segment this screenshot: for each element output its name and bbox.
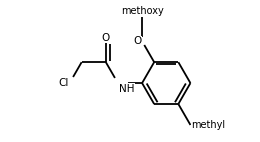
- Text: Cl: Cl: [58, 78, 69, 88]
- Text: methyl: methyl: [191, 120, 226, 130]
- Text: O: O: [133, 36, 141, 46]
- Text: O: O: [102, 33, 110, 43]
- Text: methoxy: methoxy: [121, 6, 164, 16]
- Text: NH: NH: [119, 84, 134, 94]
